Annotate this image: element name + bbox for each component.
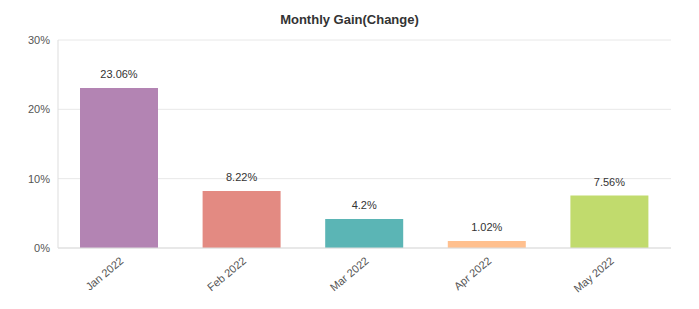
- svg-text:1.02%: 1.02%: [471, 221, 502, 233]
- svg-text:May 2022: May 2022: [571, 254, 616, 294]
- svg-text:10%: 10%: [28, 173, 50, 185]
- svg-text:Feb 2022: Feb 2022: [205, 254, 248, 293]
- svg-text:7.56%: 7.56%: [594, 176, 625, 188]
- svg-text:4.2%: 4.2%: [352, 199, 377, 211]
- svg-text:Jan 2022: Jan 2022: [83, 254, 125, 292]
- svg-text:23.06%: 23.06%: [100, 68, 138, 80]
- html-text:Monthly Gain(Change): Monthly Gain(Change): [280, 12, 419, 27]
- svg-text:Mar 2022: Mar 2022: [327, 254, 370, 293]
- svg-text:8.22%: 8.22%: [226, 171, 257, 183]
- svg-text:30%: 30%: [28, 34, 50, 46]
- svg-text:Apr 2022: Apr 2022: [451, 254, 493, 292]
- svg-text:0%: 0%: [34, 242, 50, 254]
- svg-text:20%: 20%: [28, 103, 50, 115]
